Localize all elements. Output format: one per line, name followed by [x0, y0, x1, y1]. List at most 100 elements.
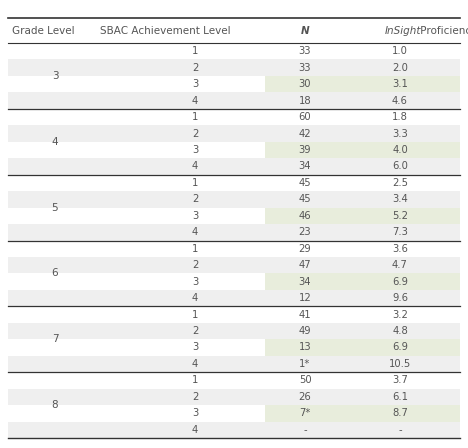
Text: 2.0: 2.0	[392, 63, 408, 73]
Text: 3.4: 3.4	[392, 194, 408, 204]
Text: 4.0: 4.0	[392, 145, 408, 155]
Text: 13: 13	[299, 342, 311, 353]
Text: 4: 4	[192, 95, 198, 106]
Bar	[8, 388, 460, 405]
Text: 41: 41	[299, 310, 311, 319]
Text: 45: 45	[299, 194, 311, 204]
Bar	[8, 60, 460, 76]
Text: 3.6: 3.6	[392, 244, 408, 254]
Bar	[8, 323, 460, 339]
Text: 6: 6	[51, 268, 58, 278]
Bar	[8, 125, 460, 142]
Text: 4: 4	[51, 137, 58, 147]
Text: 4: 4	[192, 425, 198, 435]
Text: 3.1: 3.1	[392, 79, 408, 89]
Text: 1.8: 1.8	[392, 112, 408, 122]
Text: 6.1: 6.1	[392, 392, 408, 402]
Text: 1: 1	[192, 112, 198, 122]
Bar	[265, 339, 460, 356]
Bar	[8, 224, 460, 241]
Text: 1: 1	[192, 46, 198, 56]
Text: 26: 26	[299, 392, 311, 402]
Text: 34: 34	[299, 161, 311, 172]
Text: 2: 2	[192, 326, 198, 336]
Text: 49: 49	[299, 326, 311, 336]
Text: 4: 4	[192, 293, 198, 303]
Text: 2: 2	[192, 129, 198, 138]
Text: 1.0: 1.0	[392, 46, 408, 56]
Text: InSight: InSight	[385, 26, 422, 35]
Text: 12: 12	[299, 293, 311, 303]
Bar	[265, 273, 460, 290]
Text: 4: 4	[192, 227, 198, 237]
Text: 3.3: 3.3	[392, 129, 408, 138]
Text: -: -	[303, 425, 307, 435]
Text: 7: 7	[51, 334, 58, 344]
Text: 23: 23	[299, 227, 311, 237]
Text: 7.3: 7.3	[392, 227, 408, 237]
Text: 46: 46	[299, 211, 311, 221]
Text: 3: 3	[192, 145, 198, 155]
Text: 39: 39	[299, 145, 311, 155]
Text: 1*: 1*	[300, 359, 311, 369]
Text: 42: 42	[299, 129, 311, 138]
Text: 4.8: 4.8	[392, 326, 408, 336]
Text: 60: 60	[299, 112, 311, 122]
Text: 1: 1	[192, 178, 198, 188]
Text: Proficiency Index: Proficiency Index	[417, 26, 468, 35]
Text: 4.6: 4.6	[392, 95, 408, 106]
Text: 10.5: 10.5	[389, 359, 411, 369]
Bar	[8, 356, 460, 372]
Bar	[265, 142, 460, 158]
Bar	[8, 92, 460, 109]
Text: 2: 2	[192, 63, 198, 73]
Text: 47: 47	[299, 260, 311, 270]
Text: 50: 50	[299, 375, 311, 385]
Text: 2: 2	[192, 194, 198, 204]
Text: 1: 1	[192, 244, 198, 254]
Text: 3: 3	[192, 79, 198, 89]
Text: 30: 30	[299, 79, 311, 89]
Text: 4: 4	[192, 161, 198, 172]
Bar	[8, 191, 460, 207]
Text: 18: 18	[299, 95, 311, 106]
Text: 4: 4	[192, 359, 198, 369]
Text: 2: 2	[192, 392, 198, 402]
Text: 3.2: 3.2	[392, 310, 408, 319]
Bar	[265, 207, 460, 224]
Bar	[265, 76, 460, 92]
Text: SBAC Achievement Level: SBAC Achievement Level	[100, 26, 231, 35]
Text: 4.7: 4.7	[392, 260, 408, 270]
Text: 6.0: 6.0	[392, 161, 408, 172]
Text: 5.2: 5.2	[392, 211, 408, 221]
Text: 33: 33	[299, 46, 311, 56]
Text: 3: 3	[192, 342, 198, 353]
Text: 6.9: 6.9	[392, 277, 408, 287]
Text: 33: 33	[299, 63, 311, 73]
Text: 1: 1	[192, 310, 198, 319]
Text: 8.7: 8.7	[392, 408, 408, 418]
Text: 2.5: 2.5	[392, 178, 408, 188]
Text: 3: 3	[192, 408, 198, 418]
Text: N: N	[300, 26, 309, 35]
Text: 7*: 7*	[300, 408, 311, 418]
Text: Grade Level: Grade Level	[12, 26, 74, 35]
Text: -: -	[398, 425, 402, 435]
Text: 29: 29	[299, 244, 311, 254]
Text: 3: 3	[51, 71, 58, 81]
Text: 5: 5	[51, 202, 58, 213]
Text: 8: 8	[51, 400, 58, 410]
Bar	[8, 290, 460, 306]
Text: 2: 2	[192, 260, 198, 270]
Text: 45: 45	[299, 178, 311, 188]
Bar	[8, 422, 460, 438]
Text: 3: 3	[192, 211, 198, 221]
Bar	[8, 158, 460, 175]
Text: 9.6: 9.6	[392, 293, 408, 303]
Text: 34: 34	[299, 277, 311, 287]
Bar	[8, 257, 460, 273]
Text: 3: 3	[192, 277, 198, 287]
Text: 1: 1	[192, 375, 198, 385]
Bar	[265, 405, 460, 422]
Text: 6.9: 6.9	[392, 342, 408, 353]
